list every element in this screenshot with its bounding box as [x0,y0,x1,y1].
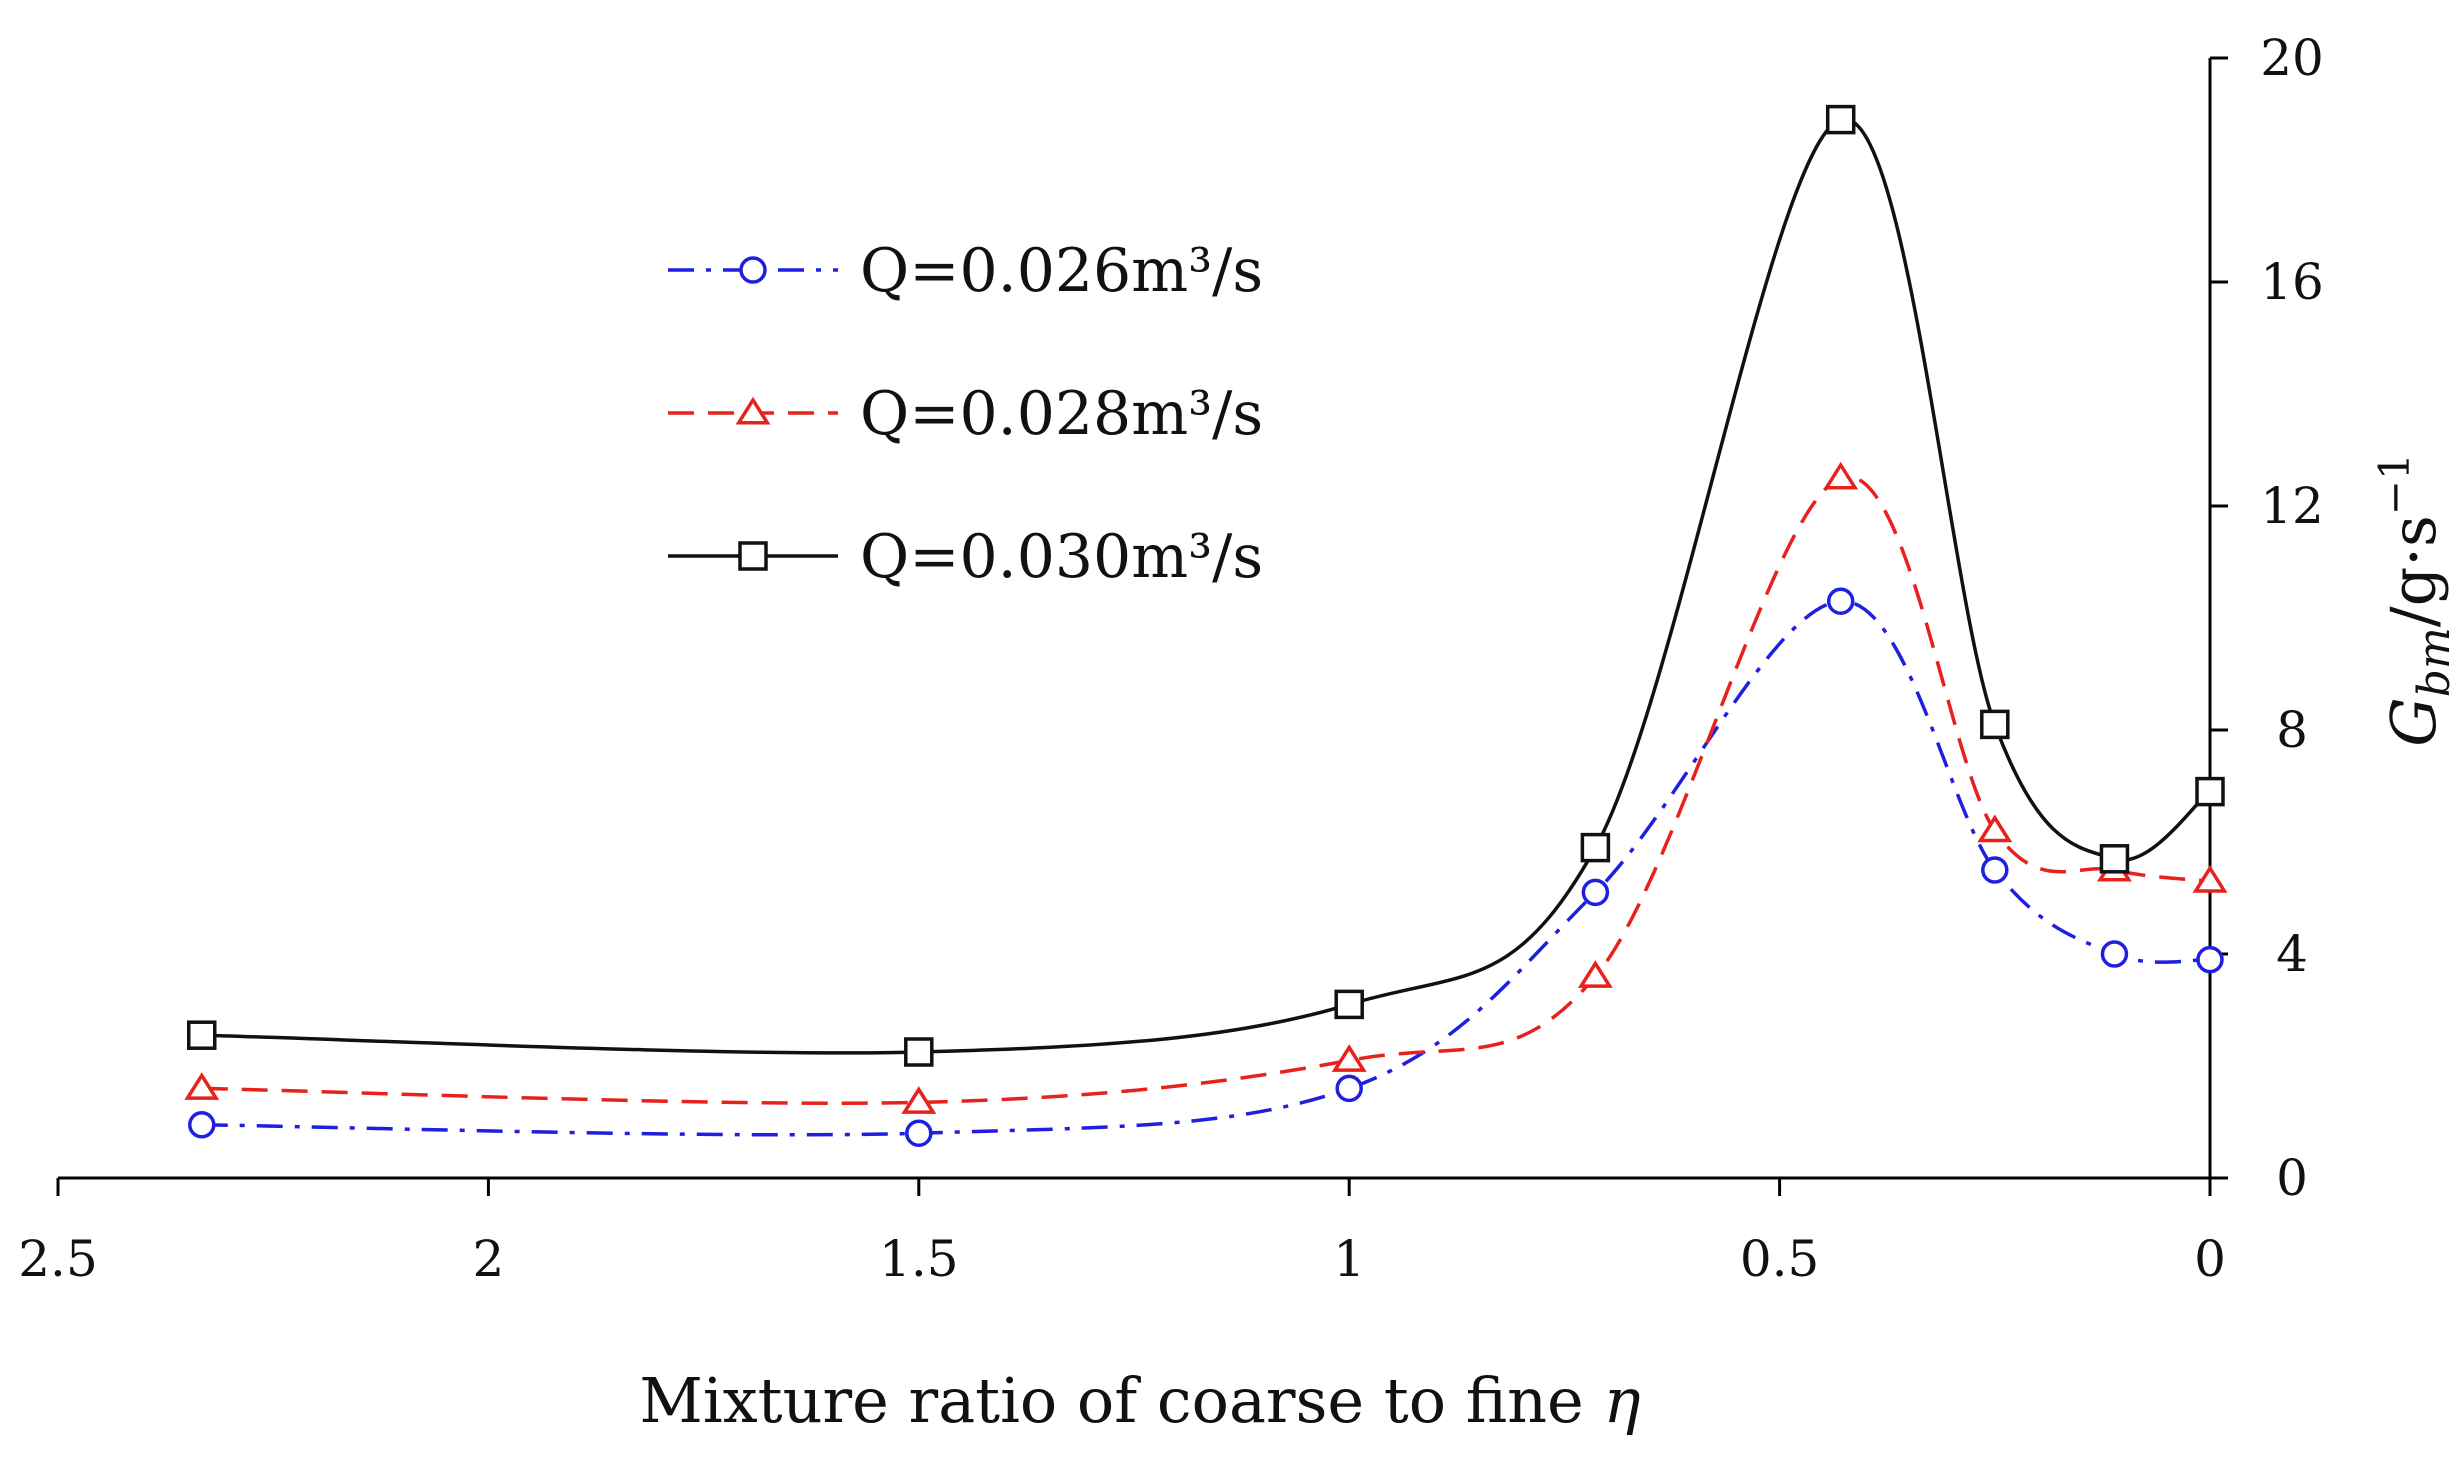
y-axis-title-main: G [2377,697,2450,747]
data-point [188,1111,216,1139]
legend-label: Q=0.030m³/s [860,522,1263,592]
data-point [1823,461,1859,490]
data-point [2195,776,2225,807]
legend-item: Q=0.028m³/s [668,379,1263,449]
y-tick-label: 8 [2276,701,2308,759]
series-1 [188,587,2224,1147]
y-tick-label: 0 [2276,1149,2308,1207]
data-point [2192,864,2228,893]
series-layer [184,104,2228,1147]
y-tick-label: 20 [2260,29,2324,87]
series-line [201,117,2212,1055]
y-axis-title: Gbm/g·s−1 [2370,453,2459,746]
axes: 2.5 2 1.5 1 0.5 00 4 8 12 16 20 [18,29,2324,1288]
legend-item: Q=0.026m³/s [668,236,1263,306]
x-axis-title-symbol: η [1603,1364,1640,1437]
data-point [2196,945,2224,974]
y-axis-title-sub: bm [2409,627,2459,697]
y-axis-title-unit: /g·s [2377,515,2450,627]
legend: Q=0.026m³/s Q=0.028m³/s Q=0.030m³/s [668,236,1263,592]
legend-label: Q=0.026m³/s [860,236,1263,306]
data-point [1826,587,1855,615]
data-point [1981,856,2009,884]
x-tick-label: 0.5 [1740,1230,1820,1288]
data-point [2100,940,2129,968]
data-point [905,1119,933,1147]
series-2 [184,461,2228,1114]
data-point [1331,1044,1367,1072]
x-tick-label: 2.5 [18,1230,98,1288]
data-point [1335,1074,1363,1103]
data-point [904,1037,934,1067]
data-point [2099,844,2130,874]
y-tick-label: 4 [2276,925,2308,983]
x-axis-title-text: Mixture ratio of coarse to fine [639,1364,1583,1437]
data-point [1577,960,1613,988]
data-point [1980,709,2010,740]
x-tick-label: 2 [472,1230,504,1288]
y-axis-title-exp: −1 [2370,453,2419,515]
legend-label: Q=0.028m³/s [860,379,1263,449]
data-point [1825,104,1856,135]
y-tick-label: 16 [2260,253,2324,311]
x-tick-label: 1.5 [879,1230,959,1288]
data-point [901,1086,937,1114]
x-axis-title: Mixture ratio of coarse to fine η [639,1364,1640,1437]
legend-marker [738,541,768,571]
data-point [1580,832,1611,863]
y-tick-label: 12 [2260,477,2324,535]
legend-marker [739,256,767,284]
series-line [201,599,2211,1137]
data-point [184,1072,220,1100]
data-point [1581,878,1610,907]
series-line [201,474,2211,1105]
data-point [187,1020,217,1050]
data-point [1334,989,1364,1020]
legend-item: Q=0.030m³/s [668,522,1263,592]
series-3 [187,104,2225,1067]
legend-marker [735,396,771,425]
x-tick-label: 1 [1333,1230,1365,1288]
x-tick-label: 0 [2194,1230,2226,1288]
data-point [1977,814,2013,843]
